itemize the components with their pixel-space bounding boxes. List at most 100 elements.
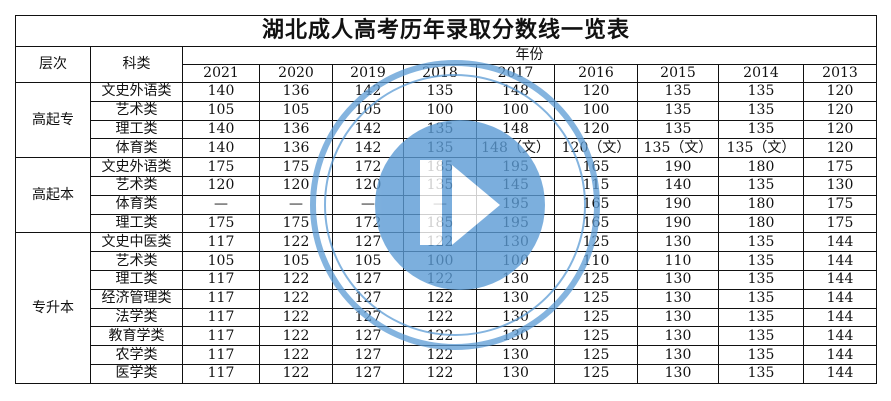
level-cell: 高起专: [15, 81, 91, 159]
score-cell: 135: [718, 251, 804, 271]
score-cell: 100: [403, 100, 477, 121]
score-cell: 148（文）: [476, 138, 555, 159]
score-cell: 175: [803, 157, 877, 177]
score-cell: 140: [182, 82, 260, 102]
header-years: 年份: [182, 46, 877, 65]
category-cell: 艺术类: [90, 100, 183, 121]
score-cell: 130: [476, 345, 555, 365]
score-cell: 120: [803, 138, 877, 159]
score-cell: 195: [476, 157, 555, 177]
score-cell: 135: [403, 138, 477, 159]
category-cell: 经济管理类: [90, 288, 183, 309]
score-cell: 136: [259, 138, 333, 159]
score-cell: 175: [803, 194, 877, 215]
score-cell: 120: [803, 100, 877, 121]
score-cell: 120（文）: [554, 138, 638, 159]
score-cell: 175: [259, 157, 333, 177]
category-cell: 农学类: [90, 345, 183, 365]
score-cell: 122: [259, 288, 333, 309]
score-cell: 105: [332, 251, 404, 271]
score-cell: 140: [182, 119, 260, 140]
table-row: 理工类 117 122 127 122 130 125 130 135 144: [16, 269, 877, 290]
score-cell: 172: [332, 213, 404, 234]
category-cell: 理工类: [90, 119, 183, 140]
score-cell: 135: [718, 119, 804, 140]
score-cell: 122: [403, 307, 477, 328]
table-row: 专升本 文史中医类 117 122 127 122 130 125 130 135 144: [15, 232, 877, 384]
score-cell: 180: [718, 194, 804, 215]
score-cell: 165: [554, 157, 638, 177]
score-cell: 135: [637, 82, 719, 102]
score-cell: 122: [403, 269, 477, 290]
score-cell: —: [259, 194, 333, 215]
score-cell: 135: [718, 307, 804, 328]
score-cell: 122: [259, 326, 333, 347]
year-header-2013: 2013: [803, 64, 877, 83]
score-cell: 120: [803, 82, 877, 102]
score-cell: 130: [637, 363, 719, 384]
score-cell: 144: [803, 363, 877, 384]
score-cell: 120: [332, 175, 404, 196]
category-cell: 理工类: [90, 269, 183, 290]
score-cell: 125: [554, 288, 638, 309]
score-cell: 148: [476, 119, 555, 140]
score-cell: 172: [332, 157, 404, 177]
score-cell: 127: [332, 269, 404, 290]
score-cell: 175: [182, 213, 260, 234]
score-cell: 122: [403, 288, 477, 309]
score-cell: 127: [332, 363, 404, 384]
category-cell: 文史中医类: [90, 232, 183, 253]
score-cell: 135: [403, 119, 477, 140]
score-cell: 127: [332, 288, 404, 309]
score-cell: 135: [403, 175, 477, 196]
category-cell: 艺术类: [90, 251, 183, 271]
score-cell: 117: [182, 307, 260, 328]
score-cell: 120: [259, 175, 333, 196]
score-cell: 144: [803, 269, 877, 290]
score-cell: 125: [554, 326, 638, 347]
score-cell: 122: [259, 363, 333, 384]
score-cell: 180: [718, 213, 804, 234]
category-cell: 体育类: [90, 194, 183, 215]
score-cell: 130: [476, 288, 555, 309]
category-cell: 法学类: [90, 307, 183, 328]
admission-score-table: 湖北成人高考历年录取分数线一览表 层次 科类 年份 2021 2020 2019 20…: [15, 15, 877, 384]
score-cell: 135（文）: [637, 138, 719, 159]
score-cell: 185: [403, 213, 477, 234]
score-cell: 125: [554, 232, 638, 253]
score-cell: 120: [803, 119, 877, 140]
table-row: 体育类 140 136 142 135 148（文） 120（文） 135（文） 135（文） 1…: [16, 138, 877, 159]
score-cell: 175: [182, 157, 260, 177]
score-cell: 130: [476, 363, 555, 384]
score-cell: 135: [718, 288, 804, 309]
table-row: 经济管理类 117 122 127 122 130 125 130 135 144: [16, 288, 877, 309]
score-cell: 135: [718, 269, 804, 290]
category-cell: 艺术类: [90, 175, 183, 196]
score-cell: 115: [554, 175, 638, 196]
score-cell: 130: [476, 232, 555, 253]
score-cell: 130: [476, 326, 555, 347]
year-header-2020: 2020: [259, 64, 333, 83]
score-cell: 144: [803, 326, 877, 347]
year-header-2019: 2019: [332, 64, 404, 83]
table-row: 理工类 175 175 172 185 195 165 190 180 175: [16, 213, 877, 234]
score-cell: 125: [554, 363, 638, 384]
score-cell: 130: [637, 288, 719, 309]
score-cell: 122: [403, 363, 477, 384]
year-header-2015: 2015: [637, 64, 719, 83]
level-cell: 高起本: [15, 157, 91, 234]
score-cell: 100: [476, 100, 555, 121]
score-cell: 130: [637, 326, 719, 347]
score-cell: 122: [259, 232, 333, 253]
year-header-2021: 2021: [182, 64, 260, 83]
score-cell: 127: [332, 232, 404, 253]
score-cell: 135: [718, 175, 804, 196]
score-cell: 125: [554, 345, 638, 365]
score-cell: 165: [554, 213, 638, 234]
score-cell: 125: [554, 269, 638, 290]
year-header-2017: 2017: [476, 64, 555, 83]
score-cell: 127: [332, 307, 404, 328]
table-title: 湖北成人高考历年录取分数线一览表: [15, 15, 877, 47]
score-cell: 105: [332, 100, 404, 121]
score-cell: 117: [182, 326, 260, 347]
